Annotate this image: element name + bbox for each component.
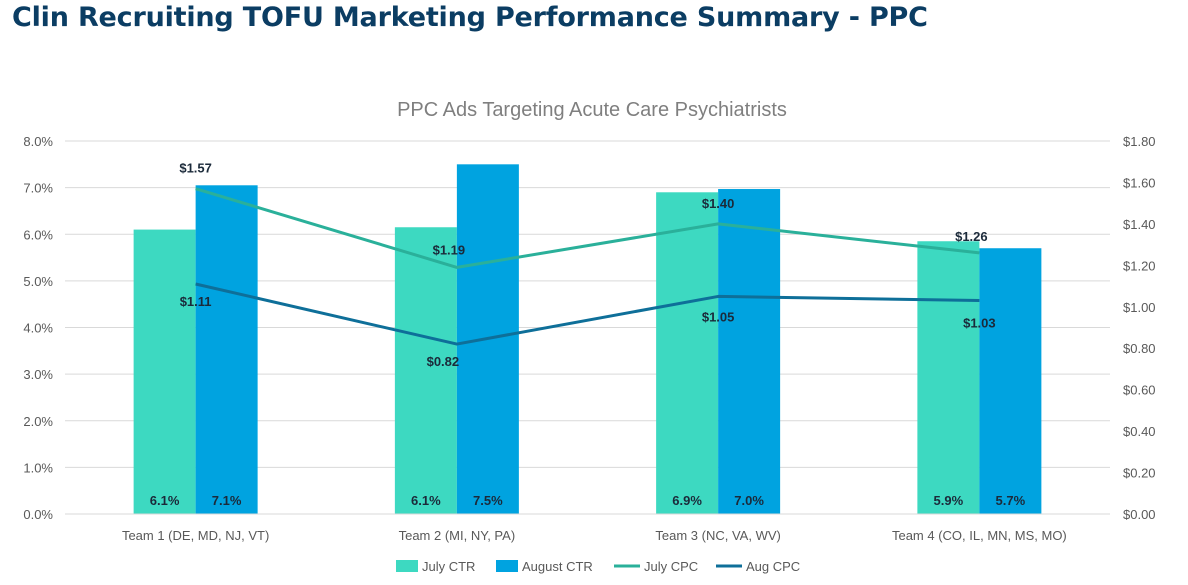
right-tick-label: $0.60 xyxy=(1123,383,1156,398)
category-label: Team 2 (MI, NY, PA) xyxy=(399,528,516,543)
aug-cpc-data-label: $1.05 xyxy=(702,309,735,324)
right-tick-label: $0.80 xyxy=(1123,341,1156,356)
july-ctr-bar xyxy=(656,192,719,514)
left-tick-label: 3.0% xyxy=(23,367,53,382)
aug-cpc-data-label: $1.03 xyxy=(963,316,996,331)
left-tick-label: 0.0% xyxy=(23,507,53,522)
right-tick-label: $1.80 xyxy=(1123,134,1156,149)
left-tick-label: 2.0% xyxy=(23,414,53,429)
july-ctr-data-label: 6.1% xyxy=(150,493,180,508)
right-tick-label: $0.40 xyxy=(1123,424,1156,439)
right-tick-label: $0.20 xyxy=(1123,466,1156,481)
july-ctr-legend-label: July CTR xyxy=(422,559,475,574)
july-ctr-data-label: 6.1% xyxy=(411,493,441,508)
right-tick-label: $1.60 xyxy=(1123,175,1156,190)
july-cpc-data-label: $1.40 xyxy=(702,196,735,211)
aug-cpc-data-label: $1.11 xyxy=(180,294,212,309)
page-title: Clin Recruiting TOFU Marketing Performan… xyxy=(12,2,928,33)
july-ctr-bar xyxy=(133,229,196,514)
right-axis: $0.00 $0.20 $0.40 $0.60 $0.80 $1.00 $1.20 $1.40… xyxy=(1123,134,1156,522)
right-tick-label: $0.00 xyxy=(1123,507,1156,522)
august-ctr-data-label: 7.1% xyxy=(212,493,242,508)
july-cpc-data-label: $1.19 xyxy=(433,242,466,257)
july-ctr-data-label: 5.9% xyxy=(934,493,964,508)
category-label: Team 4 (CO, IL, MN, MS, MO) xyxy=(892,528,1067,543)
august-ctr-data-label: 5.7% xyxy=(996,493,1026,508)
august-ctr-bar xyxy=(718,189,781,514)
category-label: Team 1 (DE, MD, NJ, VT) xyxy=(122,528,269,543)
aug-cpc-line xyxy=(195,282,980,346)
aug-cpc-data-label: $0.82 xyxy=(427,354,460,369)
august-ctr-bar xyxy=(979,248,1042,515)
july-cpc-line xyxy=(195,187,980,269)
august-ctr-bar xyxy=(195,185,258,514)
july-ctr-data-label: 6.9% xyxy=(672,493,702,508)
july-ctr-legend-swatch xyxy=(396,560,418,572)
august-ctr-data-label: 7.0% xyxy=(734,493,764,508)
august-ctr-legend-label: August CTR xyxy=(522,559,593,574)
july-cpc-legend-label: July CPC xyxy=(644,559,698,574)
july-ctr-bar xyxy=(917,241,980,514)
left-tick-label: 8.0% xyxy=(23,134,53,149)
left-tick-label: 7.0% xyxy=(23,181,53,196)
left-axis: 0.0% 1.0% 2.0% 3.0% 4.0% 5.0% 6.0% 7.0% 8.0% xyxy=(23,134,53,522)
right-tick-label: $1.20 xyxy=(1123,258,1156,273)
legend: July CTR August CTR July CPC Aug CPC xyxy=(396,559,800,574)
left-tick-label: 4.0% xyxy=(23,321,53,336)
left-tick-label: 1.0% xyxy=(23,460,53,475)
left-tick-label: 6.0% xyxy=(23,227,53,242)
aug-cpc-legend-label: Aug CPC xyxy=(746,559,800,574)
right-tick-label: $1.40 xyxy=(1123,217,1156,232)
july-ctr-bar xyxy=(394,227,457,514)
x-axis: Team 1 (DE, MD, NJ, VT) Team 2 (MI, NY, P… xyxy=(65,513,1110,543)
category-label: Team 3 (NC, VA, WV) xyxy=(655,528,780,543)
july-cpc-data-label: $1.26 xyxy=(955,229,988,244)
chart-title: PPC Ads Targeting Acute Care Psychiatris… xyxy=(397,99,787,121)
right-tick-label: $1.00 xyxy=(1123,300,1156,315)
bars xyxy=(133,164,1042,515)
august-ctr-legend-swatch xyxy=(496,560,518,572)
data-labels: 6.1% 7.1% 6.1% 7.5% 6.9% 7.0% 5.9% 5.7% $1.57 $1.… xyxy=(150,161,1026,508)
july-cpc-data-label: $1.57 xyxy=(179,161,212,176)
left-tick-label: 5.0% xyxy=(23,274,53,289)
august-ctr-data-label: 7.5% xyxy=(473,493,503,508)
lines xyxy=(195,187,980,346)
